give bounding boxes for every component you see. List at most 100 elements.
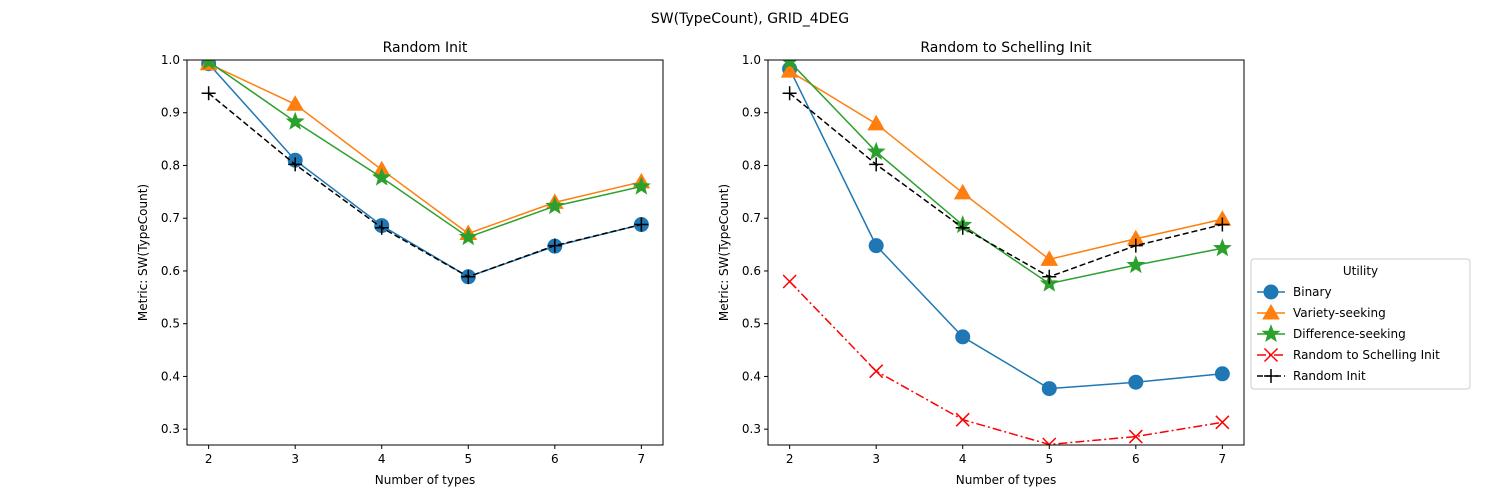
data-point bbox=[374, 220, 389, 235]
y-tick-label: 0.3 bbox=[161, 422, 180, 436]
legend-title: Utility bbox=[1343, 264, 1378, 278]
data-point bbox=[1215, 217, 1230, 232]
series-line bbox=[789, 280, 1223, 445]
data-point bbox=[868, 238, 884, 254]
series-variety-seeking bbox=[780, 62, 1232, 266]
series-difference-seeking bbox=[201, 60, 651, 246]
data-point bbox=[201, 86, 216, 101]
panel-title: Random to Schelling Init bbox=[920, 40, 1092, 56]
x-tick-label: 7 bbox=[1219, 452, 1227, 466]
x-tick-label: 5 bbox=[464, 452, 472, 466]
y-tick-label: 0.4 bbox=[161, 369, 180, 383]
data-point bbox=[867, 114, 886, 131]
series-line bbox=[789, 61, 1223, 285]
data-point bbox=[631, 176, 651, 195]
series-line bbox=[208, 92, 642, 278]
x-tick-label: 5 bbox=[1045, 452, 1053, 466]
data-point bbox=[782, 274, 797, 289]
legend-box bbox=[1250, 258, 1471, 390]
legend-marker bbox=[1262, 303, 1280, 320]
data-point bbox=[285, 111, 305, 130]
series-binary bbox=[782, 61, 1230, 397]
data-point bbox=[1040, 250, 1059, 266]
chart-panel-random-to-schelling: Random to Schelling Init 2 3 4 5 6 7 0.3 0.4 0.5 0… bbox=[717, 40, 1245, 487]
y-tick-label: 0.7 bbox=[742, 211, 761, 225]
series-difference-seeking bbox=[782, 60, 1232, 292]
y-tick-label: 0.5 bbox=[742, 317, 761, 331]
data-point bbox=[953, 183, 972, 200]
data-point bbox=[461, 269, 476, 284]
data-point bbox=[1042, 437, 1057, 445]
data-point bbox=[869, 157, 884, 172]
legend-marker bbox=[1263, 347, 1279, 363]
data-point bbox=[545, 196, 565, 215]
y-tick-label: 0.3 bbox=[742, 422, 761, 436]
series-random-init bbox=[201, 86, 649, 284]
legend-label: Random to Schelling Init bbox=[1293, 348, 1440, 362]
x-tick-label: 6 bbox=[1132, 452, 1140, 466]
legend-marker bbox=[1261, 324, 1281, 343]
x-tick-label: 2 bbox=[205, 452, 213, 466]
y-tick-label: 0.8 bbox=[742, 158, 761, 172]
data-point bbox=[1042, 269, 1057, 284]
legend-item-binary: Binary bbox=[1257, 284, 1332, 300]
data-point bbox=[1212, 238, 1232, 257]
data-point bbox=[869, 364, 884, 379]
series-variety-seeking bbox=[199, 60, 651, 241]
y-tick-label: 0.5 bbox=[161, 317, 180, 331]
data-point bbox=[1215, 415, 1230, 430]
x-axis-label: Number of types bbox=[956, 473, 1056, 487]
x-tick-label: 3 bbox=[291, 452, 299, 466]
legend-item-random-init: Random Init bbox=[1257, 369, 1366, 383]
y-axis-label: Metric: SW(TypeCount) bbox=[136, 184, 150, 321]
y-tick-label: 0.6 bbox=[742, 264, 761, 278]
series-line bbox=[788, 68, 1223, 390]
series-line bbox=[208, 63, 642, 278]
series-line bbox=[208, 63, 642, 235]
data-point bbox=[547, 238, 562, 253]
data-point bbox=[1128, 374, 1144, 390]
y-tick-label: 1.0 bbox=[742, 53, 761, 67]
legend-item-random-to-schelling-init: Random to Schelling Init bbox=[1257, 347, 1440, 363]
y-tick-label: 0.9 bbox=[742, 106, 761, 120]
data-point bbox=[1128, 238, 1143, 253]
data-point bbox=[955, 220, 970, 235]
data-point bbox=[1126, 255, 1146, 274]
x-tick-label: 7 bbox=[638, 452, 646, 466]
x-tick-label: 4 bbox=[959, 452, 967, 466]
plot-area bbox=[780, 60, 1232, 445]
legend-marker bbox=[1264, 369, 1278, 383]
data-point bbox=[1214, 366, 1230, 382]
y-tick-label: 0.8 bbox=[161, 158, 180, 172]
panel-title: Random Init bbox=[383, 40, 468, 56]
data-point bbox=[866, 141, 886, 160]
y-tick-label: 0.6 bbox=[161, 264, 180, 278]
legend-marker bbox=[1263, 284, 1279, 300]
series-binary bbox=[201, 60, 649, 285]
series-line bbox=[789, 92, 1223, 278]
data-point bbox=[782, 60, 798, 70]
x-tick-label: 3 bbox=[872, 452, 880, 466]
chart-panel-random-init: Random Init 2 3 4 5 6 7 0.3 0.4 0.5 0.6 0.7 0.8 0.9 1.… bbox=[136, 40, 664, 487]
axes-frame bbox=[186, 59, 664, 446]
data-point bbox=[1128, 429, 1143, 444]
plot-area bbox=[199, 60, 651, 285]
data-point bbox=[955, 412, 970, 427]
series-random-init bbox=[782, 86, 1230, 284]
data-point bbox=[288, 157, 303, 172]
y-tick-label: 0.7 bbox=[161, 211, 180, 225]
legend-label: Difference-seeking bbox=[1293, 327, 1406, 341]
data-point bbox=[634, 217, 649, 232]
legend-item-difference-seeking: Difference-seeking bbox=[1257, 324, 1406, 343]
data-point bbox=[780, 62, 799, 78]
series-line bbox=[208, 60, 642, 239]
x-tick-label: 4 bbox=[378, 452, 386, 466]
data-point bbox=[955, 329, 971, 345]
data-point bbox=[782, 86, 797, 101]
figure-title: SW(TypeCount), GRID_4DEG bbox=[651, 11, 849, 27]
data-point bbox=[286, 95, 305, 111]
x-tick-label: 6 bbox=[551, 452, 559, 466]
legend-label: Random Init bbox=[1293, 369, 1366, 383]
axes-frame bbox=[767, 59, 1245, 446]
